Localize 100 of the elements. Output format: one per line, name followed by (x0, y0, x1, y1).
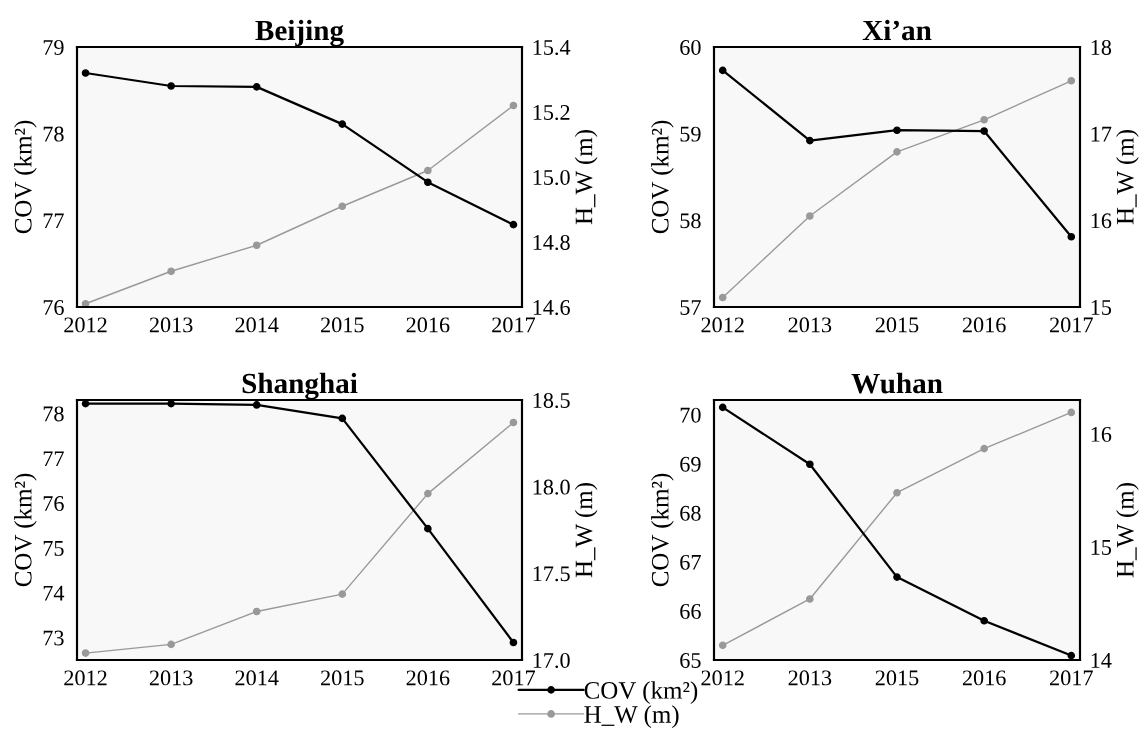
y2-tick-label: 18.0 (533, 479, 570, 495)
x-tick-label: 2012 (701, 670, 744, 686)
point (980, 127, 988, 135)
y-tick-label: 67 (680, 554, 701, 570)
point (338, 590, 347, 598)
y2-tick-label: 14 (1091, 653, 1112, 668)
x-tick-label: 2017 (1050, 317, 1093, 333)
point (509, 220, 518, 229)
point (424, 178, 432, 187)
y-tick-label: 76 (43, 299, 64, 315)
x-tick-label: 2014 (235, 317, 279, 333)
y-axis-title: COV (km²) (14, 473, 37, 587)
y-tick-label: 68 (680, 505, 701, 521)
y2-tick-label: 17.5 (533, 566, 570, 582)
point (338, 202, 347, 211)
point (893, 126, 901, 135)
chart-title: Beijing (255, 19, 344, 47)
point (980, 444, 988, 453)
point (893, 488, 901, 497)
y2-tick-label: 15.4 (533, 40, 571, 56)
y-tick-label: 79 (43, 39, 64, 55)
y2-axis-title: H_W (m) (1116, 130, 1139, 225)
point (509, 101, 518, 110)
x-tick-label: 2012 (64, 317, 107, 333)
x-tick-label: 2015 (875, 317, 919, 333)
point (806, 212, 814, 220)
y2-tick-label: 17 (1091, 126, 1112, 142)
point (338, 120, 347, 128)
y-tick-label: 77 (43, 451, 64, 466)
y2-tick-label: 18 (1091, 39, 1112, 55)
chart-title: Shanghai (242, 372, 358, 400)
point (1067, 76, 1076, 85)
x-tick-label: 2017 (492, 317, 536, 333)
y-axis-title: COV (km²) (14, 120, 37, 234)
point (718, 403, 727, 412)
x-tick-label: 2016 (406, 670, 450, 686)
x-tick-label: 2012 (701, 317, 744, 333)
point (806, 460, 814, 469)
point (893, 148, 901, 156)
y-tick-label: 66 (680, 603, 701, 619)
y-tick-label: 58 (680, 213, 701, 229)
y-tick-label: 57 (680, 300, 701, 315)
y2-tick-label: 14.6 (533, 299, 570, 316)
y2-tick-label: 18.5 (533, 392, 570, 409)
y-tick-label: 75 (43, 541, 64, 556)
point (718, 293, 727, 302)
point (81, 649, 90, 657)
point (1067, 232, 1076, 241)
x-tick-label: 2015 (321, 670, 364, 686)
point (424, 166, 432, 175)
y2-axis-title: H_W (m) (574, 130, 598, 225)
x-tick-label: 2012 (64, 670, 107, 686)
x-tick-label: 2013 (788, 670, 832, 686)
y2-tick-label: 15.2 (533, 104, 570, 121)
y-axis-title: COV (km²) (651, 120, 674, 234)
y-axis-title: COV (km²) (651, 473, 674, 587)
x-tick-label: 2016 (406, 317, 450, 333)
legend-label: H_W (m) (584, 705, 679, 728)
x-tick-label: 2016 (962, 670, 1006, 686)
point (252, 401, 261, 409)
point (718, 641, 727, 650)
y-tick-label: 77 (43, 213, 64, 229)
y2-tick-label: 14.8 (533, 234, 570, 251)
y-tick-label: 73 (43, 630, 64, 646)
x-tick-label: 2013 (149, 670, 193, 686)
point (980, 115, 988, 124)
y-tick-label: 74 (43, 585, 65, 601)
x-tick-label: 2017 (1050, 670, 1093, 686)
y-tick-label: 69 (680, 456, 701, 472)
x-tick-label: 2017 (492, 670, 536, 686)
point (252, 607, 261, 616)
y2-tick-label: 15.0 (533, 169, 570, 186)
legend-label: COV (km²) (584, 681, 698, 704)
y2-tick-label: 15 (1091, 300, 1112, 315)
y-tick-label: 78 (43, 126, 64, 142)
point (806, 595, 814, 603)
x-tick-label: 2015 (321, 317, 364, 333)
y2-tick-label: 16 (1091, 213, 1112, 229)
point (167, 82, 175, 90)
x-tick-label: 2013 (788, 317, 832, 333)
y-tick-label: 70 (680, 407, 701, 423)
point (1067, 651, 1076, 660)
point (167, 640, 175, 649)
y2-tick-label: 16 (1091, 426, 1112, 442)
y2-tick-label: 15 (1091, 540, 1112, 555)
y-tick-label: 76 (43, 496, 64, 512)
point (980, 616, 988, 625)
point (509, 638, 518, 647)
point (718, 66, 727, 75)
x-tick-label: 2014 (235, 670, 279, 686)
point (252, 241, 261, 250)
x-tick-label: 2015 (875, 670, 919, 686)
chart-title: Xi’an (862, 19, 932, 41)
point (509, 418, 518, 427)
y-tick-label: 59 (680, 126, 701, 142)
x-tick-label: 2013 (149, 317, 193, 333)
y2-axis-title: H_W (m) (1116, 483, 1139, 578)
x-tick-label: 2016 (962, 317, 1006, 333)
point (806, 136, 814, 145)
point (167, 267, 175, 276)
